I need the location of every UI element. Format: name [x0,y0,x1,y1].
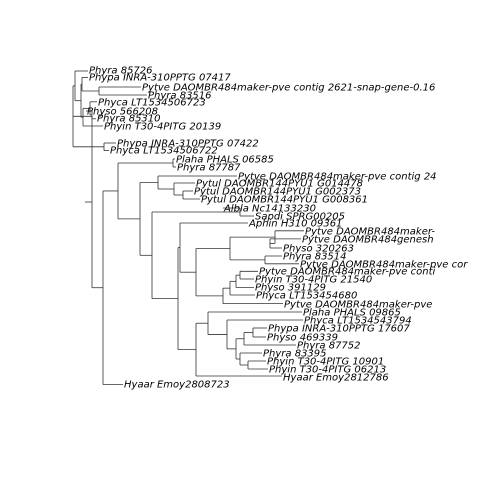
leaf-label: Phyra 83514 [283,252,347,263]
leaf-label: Pytve DAOMBR484maker-pve [284,300,432,311]
leaf-label: Phyra 83516 [148,91,212,102]
leaf-label: Pytul DAOMBR144PYU1 G008361 [201,195,368,206]
leaf-label: Phypa INRA-310PPTG 07422 [117,139,259,150]
leaf-label: Pytve DAOMBR484maker-pve conti [259,267,436,278]
leaf-label: Phyra 87752 [297,341,361,352]
leaf-label: Phyca LT153454680 [256,291,357,302]
leaf-label: Phyra 85726 [89,66,153,77]
leaf-label: Phyca LT1534506723 [98,98,206,109]
leaf-label: Plaha PHALS 06585 [176,155,274,166]
leaf-label: Aphin H310 09361 [248,219,342,230]
leaf-label: Pytul DAOMBR144PYU1 G002373 [194,187,361,198]
leaf-label: Physo 469339 [267,333,338,344]
leaf-label: Physo 391129 [255,283,326,294]
leaf-label: Pytul DAOMBR144PYU1 G014478 [196,179,363,190]
leaf-label: Hyaar Emoy2808723 [124,380,230,391]
leaf-label: Phypa INRA-310PPTG 17607 [268,324,410,335]
leaf-label: Phyca LT1534506722 [110,146,218,157]
leaf-label: Phyin T30-4PITG 06213 [269,365,386,376]
leaf-label: Pytve DAOMBR484maker-pve contig 24 [238,172,437,183]
leaf-label: Sapdi SPRG00205 [255,212,345,223]
leaf-label: Hyaar Emoy2812786 [283,373,389,384]
leaf-label: Albla Nc14133230 [223,204,316,215]
leaf-label: Phyra 83395 [263,349,327,360]
leaf-label: Phyin T30-4PITG 21540 [255,275,372,286]
leaf-label: Phyra 87787 [177,163,241,174]
leaf-label: Pytve DAOMBR484maker-pve cor [300,260,468,271]
leaf-label: Physo 566208 [87,107,158,118]
leaf-label: Physo 320263 [283,244,354,255]
leaf-label: Phyin T30-4PITG 10901 [267,357,384,368]
leaf-label: Pytve DAOMBR484maker- [305,227,435,238]
leaf-label: Phyca LT1534543794 [304,316,412,327]
leaf-label: Plaha PHALS 09865 [303,308,401,319]
leaf-label: Pytve DAOMBR484genesh [302,235,434,246]
leaf-label: Phyra 85310 [97,114,161,125]
leaf-label: Phypa INRA-310PPTG 07417 [89,73,231,84]
leaf-label: Phyin T30-4PITG 20139 [104,122,221,133]
leaf-label: Pytve DAOMBR484maker-pve contig 2621-sna… [142,83,435,94]
